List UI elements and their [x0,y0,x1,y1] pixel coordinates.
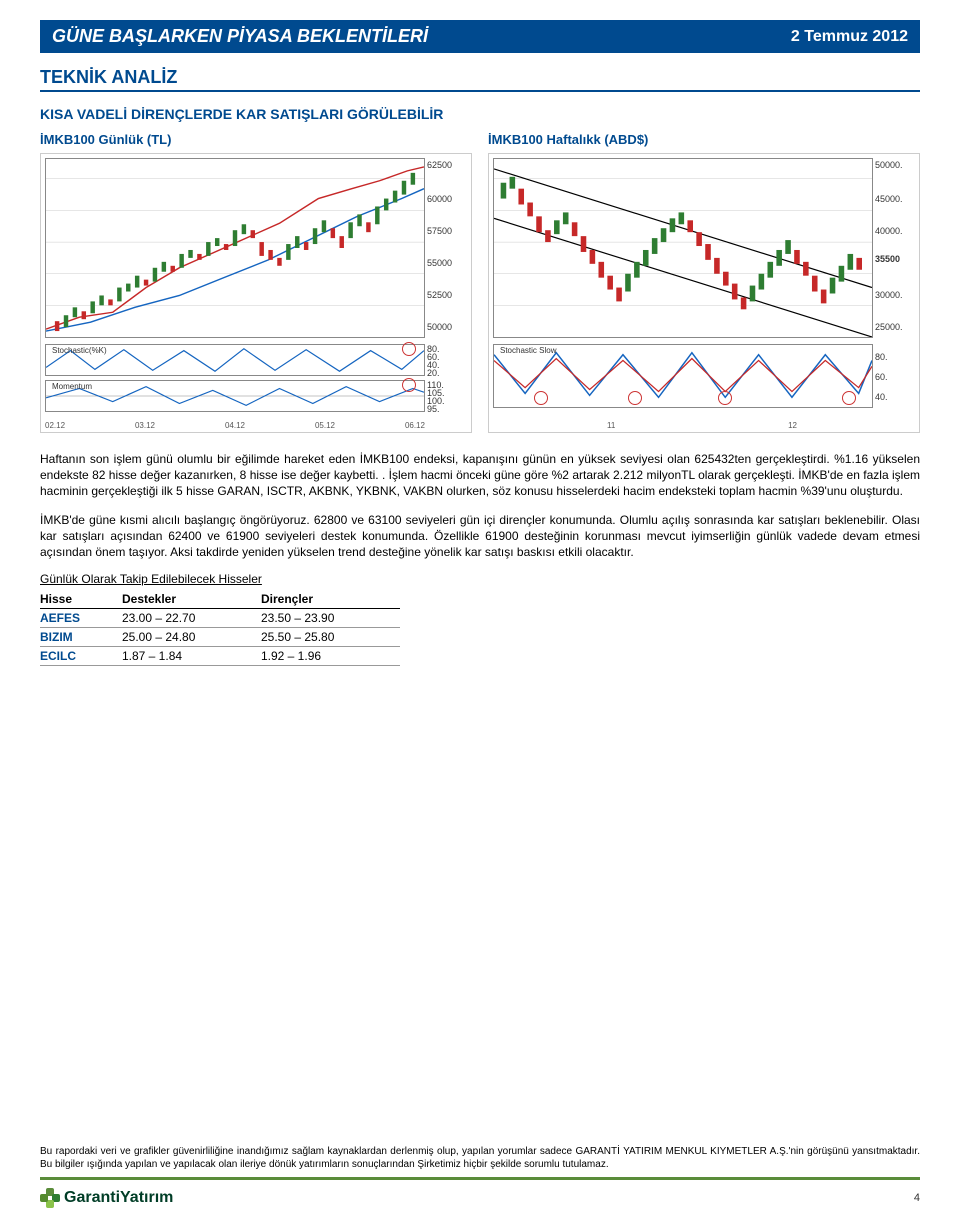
indicator-title: Momentum [52,382,92,391]
table-cell: 23.50 – 23.90 [261,609,400,628]
chart-right-ytick: 50000. [875,160,917,170]
header-date: 2 Temmuz 2012 [791,28,908,46]
chart-left-col: İMKB100 Günlük (TL) [40,132,472,433]
chart-right-box: 50000. 45000. 40000. 35500 30000. 25000.… [488,153,920,433]
chart-left-xaxis: 02.12 03.12 04.12 05.12 06.12 [45,421,425,430]
brand-logo: GarantiYatırım [40,1188,173,1208]
table-row: BIZIM 25.00 – 24.80 25.50 – 25.80 [40,628,400,647]
chart-left-sub1-tick: 20. [427,368,469,378]
section-title: TEKNİK ANALİZ [40,67,920,88]
chart-left-box: 62500 60000 57500 55000 52500 50000 Stoc… [40,153,472,433]
chart-left-ytick: 55000 [427,258,469,268]
table-cell: 25.50 – 25.80 [261,628,400,647]
chart-right-ytick-highlight: 35500 [875,254,917,264]
chart-right-sub1-tick: 80. [875,352,917,362]
chart-left-ytick: 52500 [427,290,469,300]
chart-left-xtick: 03.12 [135,421,155,430]
chart-right-ytick: 30000. [875,290,917,300]
page-title: GÜNE BAŞLARKEN PİYASA BEKLENTİLERİ [52,26,428,47]
chart-left-label: İMKB100 Günlük (TL) [40,132,472,147]
chart-right-ytick: 45000. [875,194,917,204]
disclaimer-text: Bu rapordaki veri ve grafikler güvenirli… [40,1145,920,1171]
table-cell: 1.92 – 1.96 [261,647,400,666]
paragraph-1: Haftanın son işlem günü olumlu bir eğili… [40,451,920,500]
section-rule [40,90,920,92]
chart-right-ytick: 25000. [875,322,917,332]
chart-left-xtick: 06.12 [405,421,425,430]
chart-right-xaxis: 11 12 [493,421,873,430]
table-cell-ticker: BIZIM [40,628,122,647]
chart-right-xtick: 12 [788,421,797,430]
chart-left-momentum: Momentum [45,380,425,412]
indicator-highlight-icon [628,391,642,405]
table-row: AEFES 23.00 – 22.70 23.50 – 23.90 [40,609,400,628]
chart-left-sub2-tick: 95. [427,404,469,414]
chart-right-xtick: 11 [607,421,615,430]
chart-right-plot [493,158,873,338]
table-row: ECILC 1.87 – 1.84 1.92 – 1.96 [40,647,400,666]
indicator-highlight-icon [842,391,856,405]
table-cell-ticker: AEFES [40,609,122,628]
table-title: Günlük Olarak Takip Edilebilecek Hissele… [40,572,920,586]
chart-left-ytick: 60000 [427,194,469,204]
table-col-hisse: Hisse [40,590,122,609]
chart-right-col: İMKB100 Haftalıkk (ABD$) [488,132,920,433]
chart-left-ytick: 57500 [427,226,469,236]
table-header-row: Hisse Destekler Dirençler [40,590,400,609]
chart-right-sub1-tick: 40. [875,392,917,402]
table-col-direncler: Dirençler [261,590,400,609]
indicator-highlight-icon [402,378,416,392]
paragraph-2: İMKB'de güne kısmi alıcılı başlangıç öng… [40,512,920,561]
table-col-destekler: Destekler [122,590,261,609]
header-bar: GÜNE BAŞLARKEN PİYASA BEKLENTİLERİ 2 Tem… [40,20,920,53]
indicator-highlight-icon [534,391,548,405]
chart-left-xtick: 04.12 [225,421,245,430]
footer: Bu rapordaki veri ve grafikler güvenirli… [40,1145,920,1208]
chart-left-ytick: 62500 [427,160,469,170]
chart-left-xtick: 05.12 [315,421,335,430]
chart-right-stochastic: Stochastic Slow [493,344,873,408]
footer-logo-row: GarantiYatırım 4 [40,1188,920,1208]
footer-rule [40,1177,920,1180]
chart-right-label: İMKB100 Haftalıkk (ABD$) [488,132,920,147]
subhead: KISA VADELİ DİRENÇLERDE KAR SATIŞLARI GÖ… [40,106,920,122]
chart-right-ytick: 40000. [875,226,917,236]
stocks-table: Hisse Destekler Dirençler AEFES 23.00 – … [40,590,400,666]
table-cell: 23.00 – 22.70 [122,609,261,628]
table-cell-ticker: ECILC [40,647,122,666]
chart-left-xtick: 02.12 [45,421,65,430]
page-number: 4 [914,1192,920,1204]
clover-icon [40,1188,60,1208]
chart-row: İMKB100 Günlük (TL) [40,132,920,433]
indicator-highlight-icon [402,342,416,356]
indicator-highlight-icon [718,391,732,405]
table-cell: 1.87 – 1.84 [122,647,261,666]
chart-left-plot [45,158,425,338]
brand-logo-text: GarantiYatırım [64,1189,173,1206]
chart-left-mom-line [46,381,424,411]
chart-right-sub1-tick: 60. [875,372,917,382]
chart-left-ytick: 50000 [427,322,469,332]
table-cell: 25.00 – 24.80 [122,628,261,647]
chart-right-candles [494,159,872,337]
chart-left-candles [46,159,424,337]
chart-left-stochastic: Stochastic(%K) [45,344,425,376]
indicator-title: Stochastic Slow [500,346,556,355]
indicator-title: Stochastic(%K) [52,346,107,355]
